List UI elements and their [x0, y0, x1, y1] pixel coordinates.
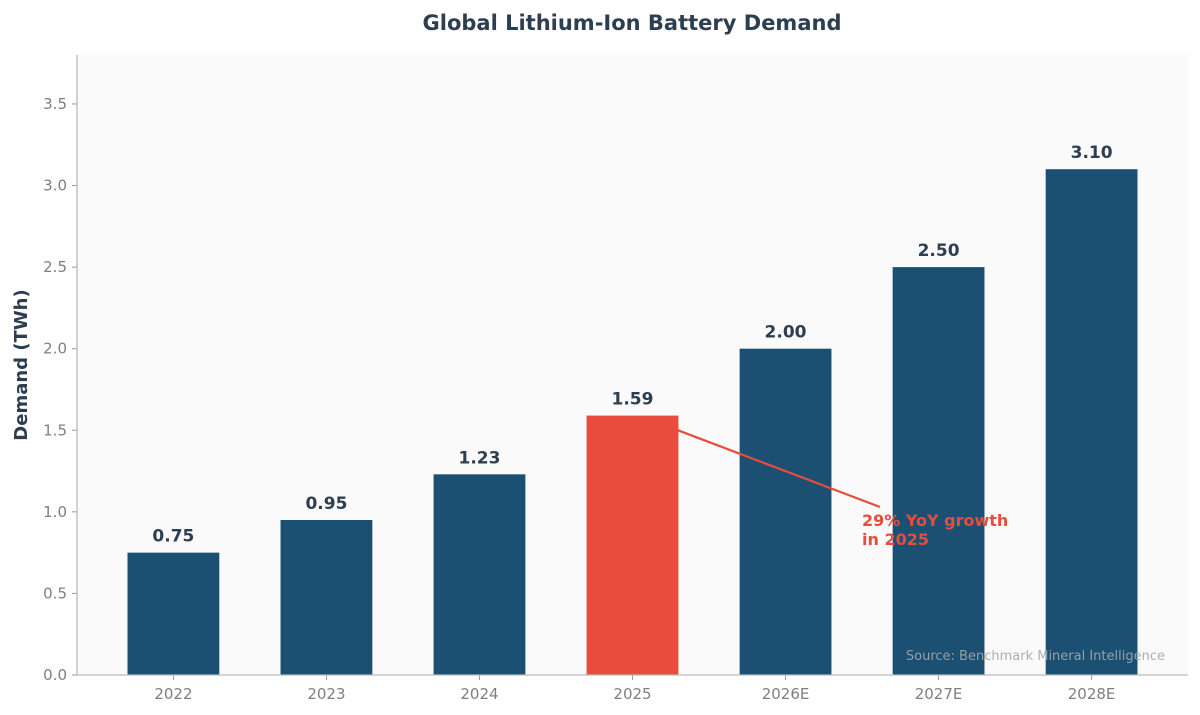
data-label: 0.75	[152, 527, 194, 547]
x-tick-label: 2027E	[915, 685, 963, 703]
bar-2027e	[892, 267, 985, 675]
bar-2025	[586, 415, 679, 675]
bar-2023	[280, 520, 373, 675]
x-tick-label: 2024	[460, 685, 498, 703]
y-tick-label: 1.5	[43, 421, 67, 439]
y-tick-label: 1.0	[43, 503, 67, 521]
y-tick-label: 0.0	[43, 666, 67, 684]
bar-2026e	[739, 348, 832, 675]
x-tick-label: 2025	[613, 685, 651, 703]
x-tick-label: 2026E	[762, 685, 810, 703]
data-label: 0.95	[305, 494, 347, 514]
annotation-arrow	[644, 416, 881, 509]
x-tick-label: 2022	[154, 685, 192, 703]
y-tick-label: 3.0	[43, 177, 67, 195]
y-tick-label: 3.5	[43, 95, 67, 113]
bar-2028e	[1045, 169, 1138, 676]
x-tick-label: 2028E	[1068, 685, 1116, 703]
annotation-line-2: in 2025	[862, 530, 929, 549]
annotation-text: 29% YoY growth in 2025	[862, 511, 1014, 549]
y-axis-label: Demand (TWh)	[11, 289, 32, 440]
x-tick-label: 2023	[307, 685, 345, 703]
bar-2022	[127, 552, 220, 675]
data-label: 2.50	[918, 241, 960, 261]
y-tick-label: 2.0	[43, 340, 67, 358]
y-tick-label: 2.5	[43, 258, 67, 276]
bar-2024	[433, 474, 526, 675]
data-label: 1.59	[612, 390, 654, 410]
y-tick-label: 0.5	[43, 584, 67, 602]
data-label: 3.10	[1071, 143, 1113, 163]
chart-title: Global Lithium-Ion Battery Demand	[423, 11, 842, 35]
data-label: 1.23	[458, 448, 500, 468]
annotation-line-1: 29% YoY growth	[862, 511, 1008, 530]
source-note: Source: Benchmark Mineral Intelligence	[906, 649, 1165, 664]
data-label: 2.00	[765, 323, 807, 343]
